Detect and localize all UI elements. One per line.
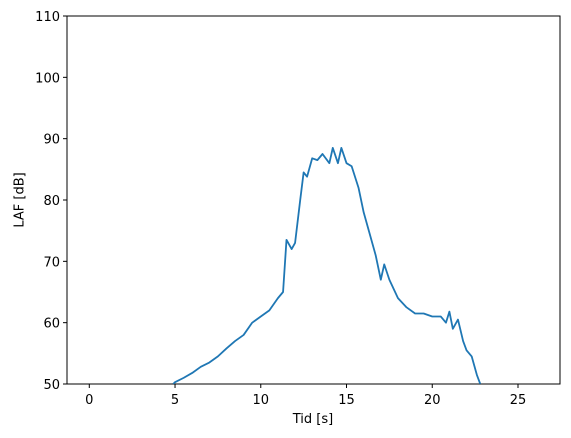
- y-tick-label: 50: [43, 378, 60, 393]
- x-tick-label: 0: [85, 393, 93, 408]
- y-tick-label: 100: [35, 71, 60, 86]
- x-tick-label: 25: [510, 393, 527, 408]
- data-line: [172, 146, 482, 384]
- y-tick-label: 80: [43, 194, 60, 209]
- y-tick-label: 90: [43, 133, 60, 148]
- y-axis-label: LAF [dB]: [13, 172, 28, 227]
- y-tick-label: 60: [43, 317, 60, 332]
- plot-frame: [66, 15, 561, 385]
- x-axis-label: Tid [s]: [292, 412, 333, 427]
- x-tick-label: 15: [338, 393, 355, 408]
- y-tick-label: 70: [43, 255, 60, 270]
- x-tick-label: 5: [171, 393, 179, 408]
- x-tick-label: 10: [252, 393, 269, 408]
- y-tick-label: 110: [35, 10, 60, 25]
- x-tick-label: 20: [424, 393, 441, 408]
